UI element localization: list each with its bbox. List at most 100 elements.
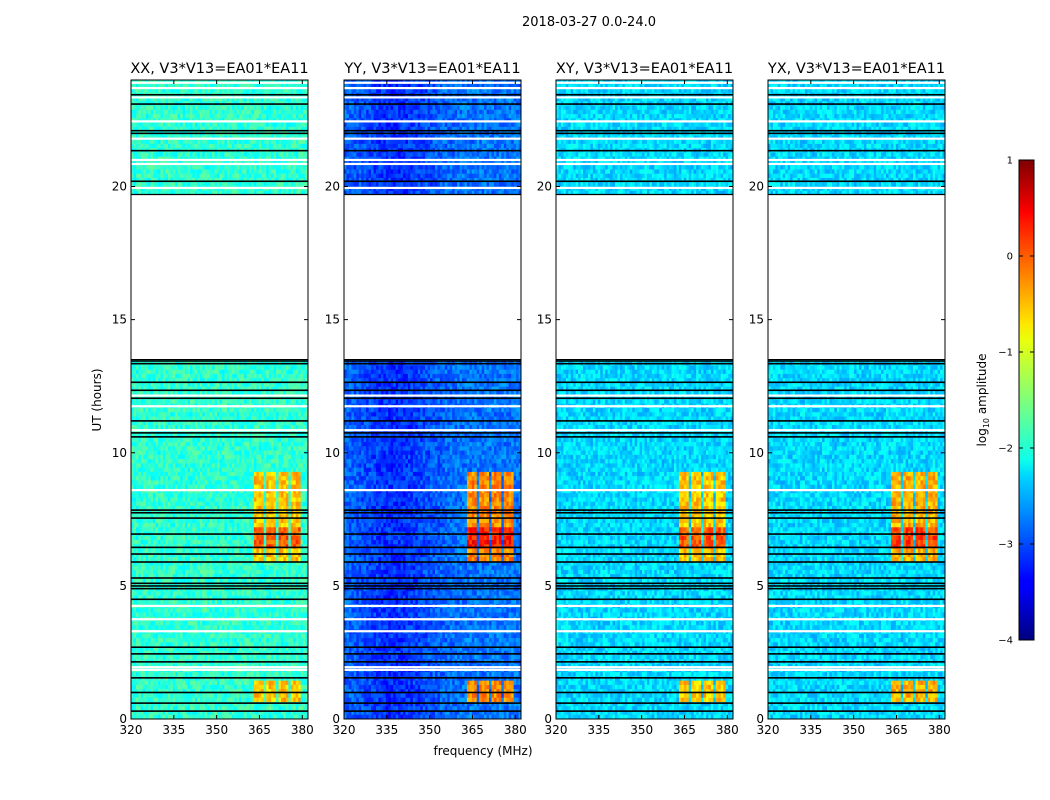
black-row	[768, 511, 945, 514]
black-row	[344, 710, 521, 712]
black-row	[344, 132, 521, 135]
flagged-row	[768, 186, 945, 190]
flagged-row	[556, 618, 733, 621]
flagged-row	[344, 489, 521, 492]
black-row	[556, 710, 733, 712]
panel-yx: YX, V3*V13=EA01*EA11 320 335 350 365 380 0 5 10 1…	[749, 61, 951, 737]
black-row	[768, 103, 945, 105]
flagged-row	[556, 630, 733, 633]
flagged-row	[131, 120, 308, 123]
flagged-row	[131, 429, 308, 432]
black-row	[556, 149, 733, 152]
black-row	[556, 362, 733, 365]
x-tick-label: 350	[842, 723, 865, 737]
black-row	[131, 577, 308, 579]
y-tick-label: 5	[332, 579, 340, 593]
black-row	[768, 585, 945, 587]
flagged-row	[131, 666, 308, 669]
black-row	[131, 661, 308, 663]
black-row	[131, 587, 308, 590]
black-row	[131, 546, 308, 549]
x-tick-label: 365	[673, 723, 696, 737]
black-row	[344, 646, 521, 649]
black-row	[768, 546, 945, 549]
black-row	[556, 360, 733, 362]
spectrogram-yy	[344, 80, 521, 719]
black-row	[768, 362, 945, 365]
x-tick-label: 320	[757, 723, 780, 737]
x-tick-label: 335	[799, 723, 822, 737]
flagged-row	[556, 429, 733, 432]
flagged-row	[344, 405, 521, 408]
flagged-row	[768, 429, 945, 432]
colorbar: 1 0 −1 −2 −3 −4 log10 amplitude	[975, 156, 1035, 647]
black-row	[344, 533, 521, 535]
black-row	[131, 702, 308, 704]
black-row	[768, 533, 945, 535]
y-tick-label: 20	[749, 180, 764, 194]
x-tick-label: 350	[418, 723, 441, 737]
black-row	[131, 646, 308, 649]
black-row	[556, 653, 733, 655]
black-row	[344, 702, 521, 704]
x-tick-label: 365	[885, 723, 908, 737]
flagged-row	[768, 668, 945, 671]
black-row	[556, 397, 733, 400]
flagged-row	[556, 81, 733, 84]
black-row	[768, 432, 945, 434]
x-tick-label: 380	[504, 723, 527, 737]
black-row	[556, 546, 733, 549]
flagged-row	[344, 158, 521, 162]
black-row	[556, 598, 733, 601]
black-row	[768, 149, 945, 152]
flagged-gap	[556, 194, 733, 360]
black-row	[131, 362, 308, 365]
flagged-row	[344, 96, 521, 99]
x-tick-label: 365	[248, 723, 271, 737]
panel-xy: XY, V3*V13=EA01*EA11 320 335 350 365 380 0 5 10 1…	[537, 61, 739, 737]
black-row	[344, 653, 521, 655]
flagged-row	[768, 86, 945, 90]
black-row	[768, 509, 945, 511]
black-row	[768, 677, 945, 679]
flagged-row	[556, 96, 733, 99]
flagged-row	[556, 668, 733, 671]
y-tick-label: 15	[112, 313, 127, 327]
black-row	[556, 582, 733, 585]
flagged-row	[768, 81, 945, 84]
black-row	[344, 397, 521, 400]
axes-frame	[767, 79, 946, 720]
black-row	[556, 533, 733, 535]
colorbar-gradient	[1019, 160, 1034, 640]
black-row	[768, 577, 945, 579]
black-row	[768, 598, 945, 601]
black-row	[768, 710, 945, 712]
black-row	[768, 553, 945, 555]
flagged-row	[768, 666, 945, 669]
black-row	[131, 533, 308, 535]
y-tick-label: 10	[537, 446, 552, 460]
black-row	[131, 149, 308, 152]
black-row	[344, 432, 521, 434]
black-row	[556, 677, 733, 679]
black-row	[768, 691, 945, 694]
black-row	[344, 561, 521, 563]
y-tick-label: 15	[325, 313, 340, 327]
black-row	[131, 129, 308, 132]
colorbar-tick-label: 0	[1007, 252, 1013, 263]
black-row	[768, 702, 945, 704]
flagged-row	[344, 81, 521, 84]
flagged-row	[768, 158, 945, 162]
black-row	[556, 389, 733, 392]
y-tick-label: 15	[537, 313, 552, 327]
black-row	[556, 103, 733, 105]
black-row	[131, 397, 308, 400]
black-row	[344, 677, 521, 679]
black-row	[344, 362, 521, 365]
y-tick-label: 0	[119, 712, 127, 726]
flagged-row	[131, 668, 308, 671]
black-row	[344, 582, 521, 585]
flagged-row	[131, 618, 308, 621]
flagged-row	[131, 630, 308, 633]
y-tick-label: 20	[112, 180, 127, 194]
